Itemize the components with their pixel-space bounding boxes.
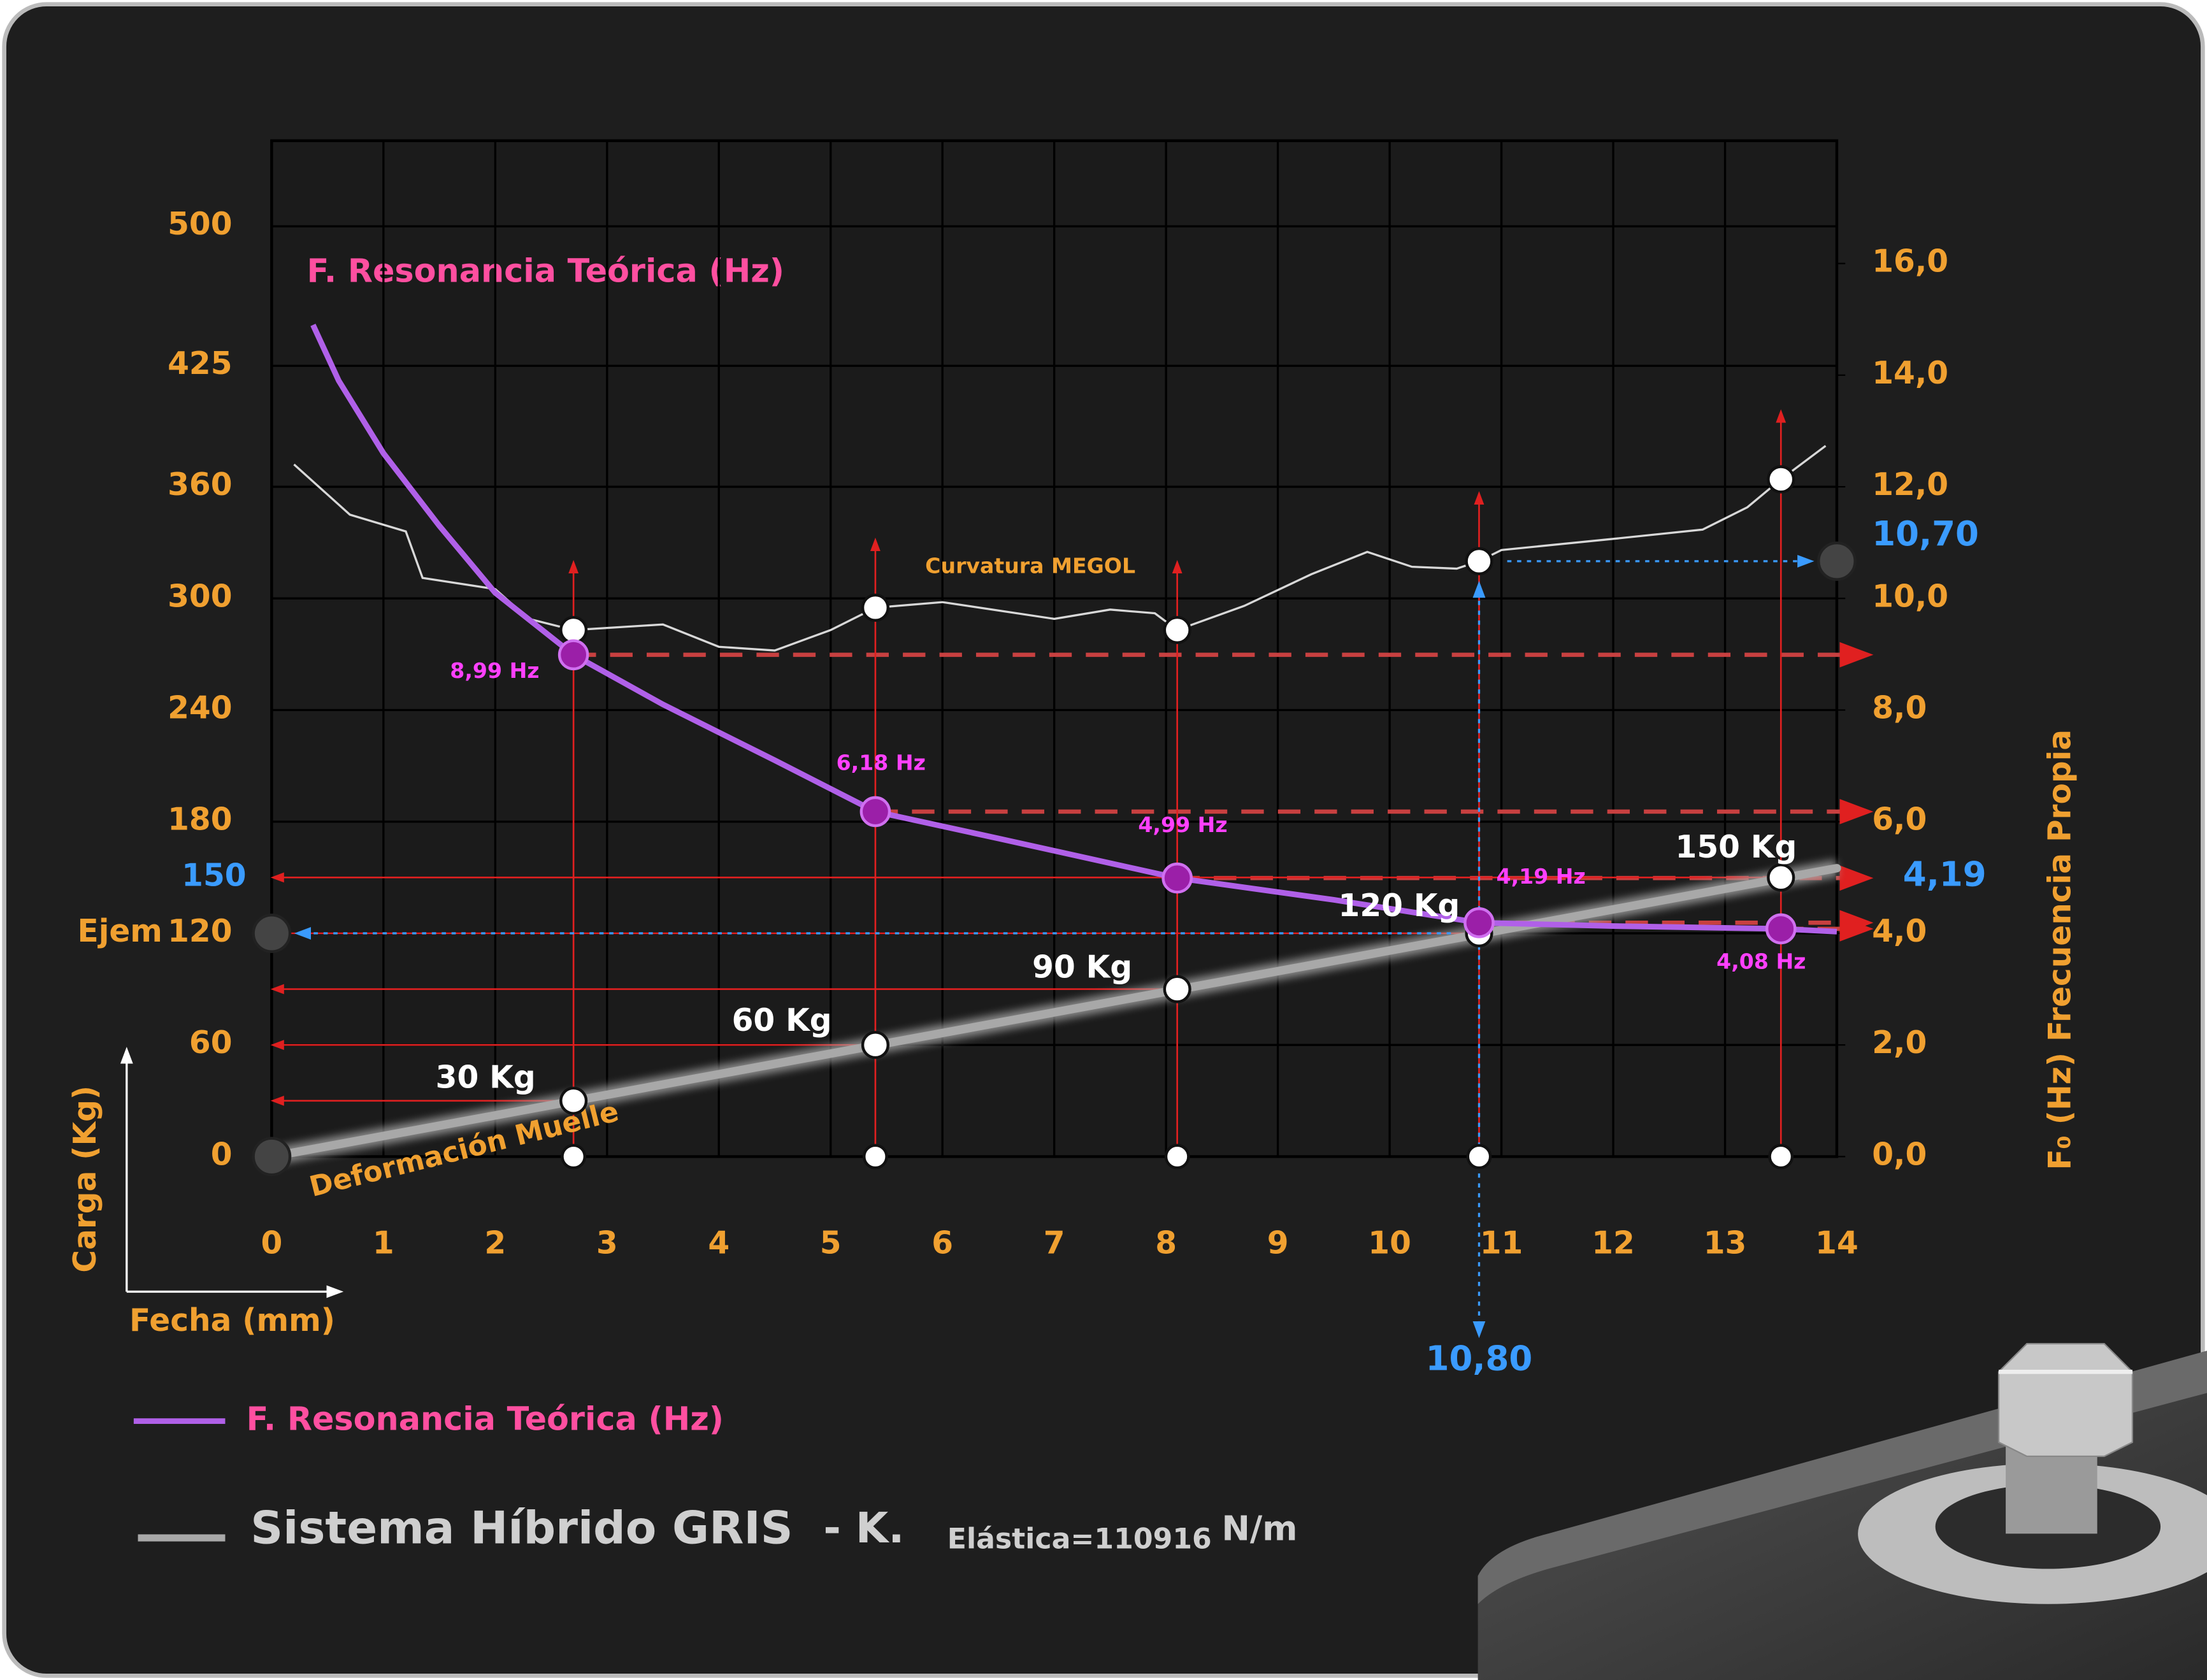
y2-tick-label: 2,0 — [1872, 1025, 1927, 1061]
x-tick-label: 0 — [261, 1226, 282, 1261]
megol-marker — [1767, 465, 1795, 494]
freq-marker — [859, 796, 891, 828]
x-tick-label: 1 — [373, 1226, 394, 1261]
load-marker — [1163, 975, 1191, 1003]
y2-tick-label: 14,0 — [1872, 355, 1948, 391]
load-marker — [1767, 863, 1795, 892]
axis-marker — [561, 1144, 587, 1170]
load-label: 60 Kg — [732, 1003, 832, 1038]
x-tick-label: 9 — [1267, 1226, 1289, 1261]
y-tick-label: 0 — [211, 1137, 233, 1172]
freq-label: 8,99 Hz — [450, 658, 539, 683]
load-label: 30 Kg — [436, 1060, 536, 1096]
load-label: 90 Kg — [1032, 950, 1132, 986]
freq-label: 6,18 Hz — [837, 750, 926, 775]
origin-dot — [252, 1137, 292, 1177]
legend-label: F. Resonancia Teórica (Hz) — [247, 1400, 724, 1438]
hardware-illustration — [1477, 1343, 2207, 1680]
y2-tick-label: 4,0 — [1872, 914, 1927, 949]
y2-tick-label: 16,0 — [1872, 244, 1948, 280]
x-tick-label: 12 — [1592, 1226, 1635, 1261]
x-tick-label: 8 — [1155, 1226, 1177, 1261]
annotation: 150 — [182, 858, 246, 893]
y-tick-label: 240 — [168, 691, 232, 726]
freq-marker — [1463, 907, 1495, 938]
legend-note: Elástica=110916 — [947, 1523, 1212, 1555]
x-axis-label: Fecha (mm) — [129, 1303, 335, 1339]
x-tick-label: 14 — [1815, 1226, 1858, 1261]
megol-marker — [861, 593, 890, 622]
freq-marker — [1161, 862, 1193, 894]
series-line — [267, 864, 1841, 1161]
axis-marker — [1768, 1144, 1794, 1170]
y2-tick-label: 10,0 — [1872, 578, 1948, 614]
x-tick-label: 2 — [484, 1226, 506, 1261]
load-label: 120 Kg — [1339, 888, 1460, 924]
x-tick-label: 5 — [820, 1226, 842, 1261]
y-tick-label: 60 — [189, 1025, 233, 1061]
axis-marker — [863, 1144, 888, 1170]
freq-marker — [557, 639, 589, 671]
load-marker — [861, 1031, 890, 1059]
x-tick-label: 13 — [1704, 1226, 1747, 1261]
series-label: Curvatura MEGOL — [925, 554, 1135, 578]
x-tick-label: 3 — [596, 1226, 618, 1261]
y-tick-label: 360 — [168, 467, 232, 503]
y-axis-label: Carga (Kg) — [68, 1086, 103, 1273]
y2-axis-label: F₀ (Hz) Frecuencia Propia — [2042, 729, 2078, 1170]
y-tick-label: 425 — [168, 346, 232, 382]
x-tick-label: 4 — [708, 1226, 730, 1261]
load-marker — [559, 1086, 588, 1115]
axis-marker — [1466, 1144, 1492, 1170]
x-tick-label: 7 — [1044, 1226, 1065, 1261]
freq-marker — [1765, 913, 1797, 945]
freq-label: 4,99 Hz — [1138, 812, 1227, 837]
x-tick-label: 11 — [1480, 1226, 1523, 1261]
y-tick-label: 300 — [168, 578, 232, 614]
plot-title: F. Resonancia Teórica (Hz) — [307, 252, 784, 289]
reference-dot — [1817, 541, 1857, 581]
y-tick-label: 120 — [168, 914, 232, 949]
legend-note: N/m — [1222, 1509, 1298, 1549]
legend-note: - K. — [823, 1503, 904, 1553]
y2-tick-label: 12,0 — [1872, 467, 1948, 503]
reference-dot — [252, 914, 292, 953]
axis-marker — [1164, 1144, 1190, 1170]
freq-label: 4,08 Hz — [1716, 949, 1806, 973]
y-tick-label: 500 — [168, 206, 232, 242]
megol-marker — [1163, 615, 1191, 645]
megol-marker — [559, 615, 588, 645]
y-tick-label: 180 — [168, 802, 232, 838]
annotation: 10,70 — [1872, 514, 1979, 554]
legend-label: Sistema Híbrido GRIS — [250, 1501, 793, 1554]
y2-tick-label: 6,0 — [1872, 802, 1927, 838]
annotation: Ejem — [78, 914, 162, 949]
annotation: 4,19 — [1903, 855, 1987, 894]
x-tick-label: 6 — [931, 1226, 953, 1261]
megol-marker — [1465, 547, 1493, 575]
y2-tick-label: 0,0 — [1872, 1137, 1927, 1172]
series-line — [310, 324, 1837, 935]
freq-label: 4,19 Hz — [1497, 864, 1586, 889]
annotation: 10,80 — [1426, 1339, 1533, 1378]
load-label: 150 Kg — [1676, 829, 1797, 865]
x-tick-label: 10 — [1368, 1226, 1411, 1261]
y2-tick-label: 8,0 — [1872, 691, 1927, 726]
